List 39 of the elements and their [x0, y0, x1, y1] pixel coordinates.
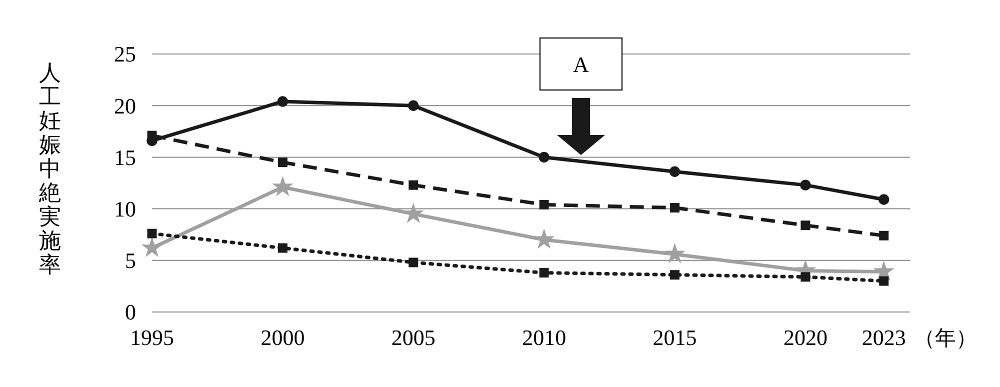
- x-tick-label: 2000: [260, 325, 305, 350]
- point: [879, 230, 889, 240]
- x-tick-label: 2023: [862, 325, 906, 350]
- x-axis-title: （年）: [914, 326, 977, 350]
- point: [878, 194, 890, 205]
- point: [670, 203, 680, 213]
- annotation: A: [573, 52, 590, 77]
- point: [408, 180, 418, 190]
- text: 人工妊娠中絶実施率: [39, 60, 61, 277]
- y-tick-label: 20: [114, 93, 136, 118]
- point: [879, 276, 889, 286]
- point: [669, 166, 680, 177]
- y-tick-label: 15: [114, 144, 136, 170]
- point: [408, 258, 418, 268]
- point: [800, 272, 810, 282]
- y-tick-label: 5: [125, 248, 136, 274]
- point: [408, 100, 419, 111]
- point: [664, 243, 686, 264]
- point: [277, 96, 288, 107]
- point: [539, 200, 549, 210]
- point: [278, 158, 288, 168]
- point: [539, 268, 549, 278]
- point: [800, 220, 810, 230]
- x-tick-label: 2010: [522, 325, 566, 350]
- x-tick-label: 1995: [130, 325, 174, 350]
- point: [800, 180, 811, 190]
- x-tick-label: 2020: [783, 325, 828, 350]
- y-tick-label: 25: [114, 42, 136, 67]
- y-tick-label: 0: [125, 300, 136, 325]
- point: [278, 243, 288, 253]
- x-tick-label: 2015: [652, 325, 697, 350]
- y-tick-label: 10: [114, 196, 136, 222]
- point: [147, 228, 157, 238]
- point: [670, 270, 680, 280]
- point: [272, 176, 294, 196]
- x-tick-label: 2005: [391, 325, 436, 350]
- point: [533, 228, 555, 249]
- point: [538, 152, 550, 163]
- point: [141, 236, 163, 258]
